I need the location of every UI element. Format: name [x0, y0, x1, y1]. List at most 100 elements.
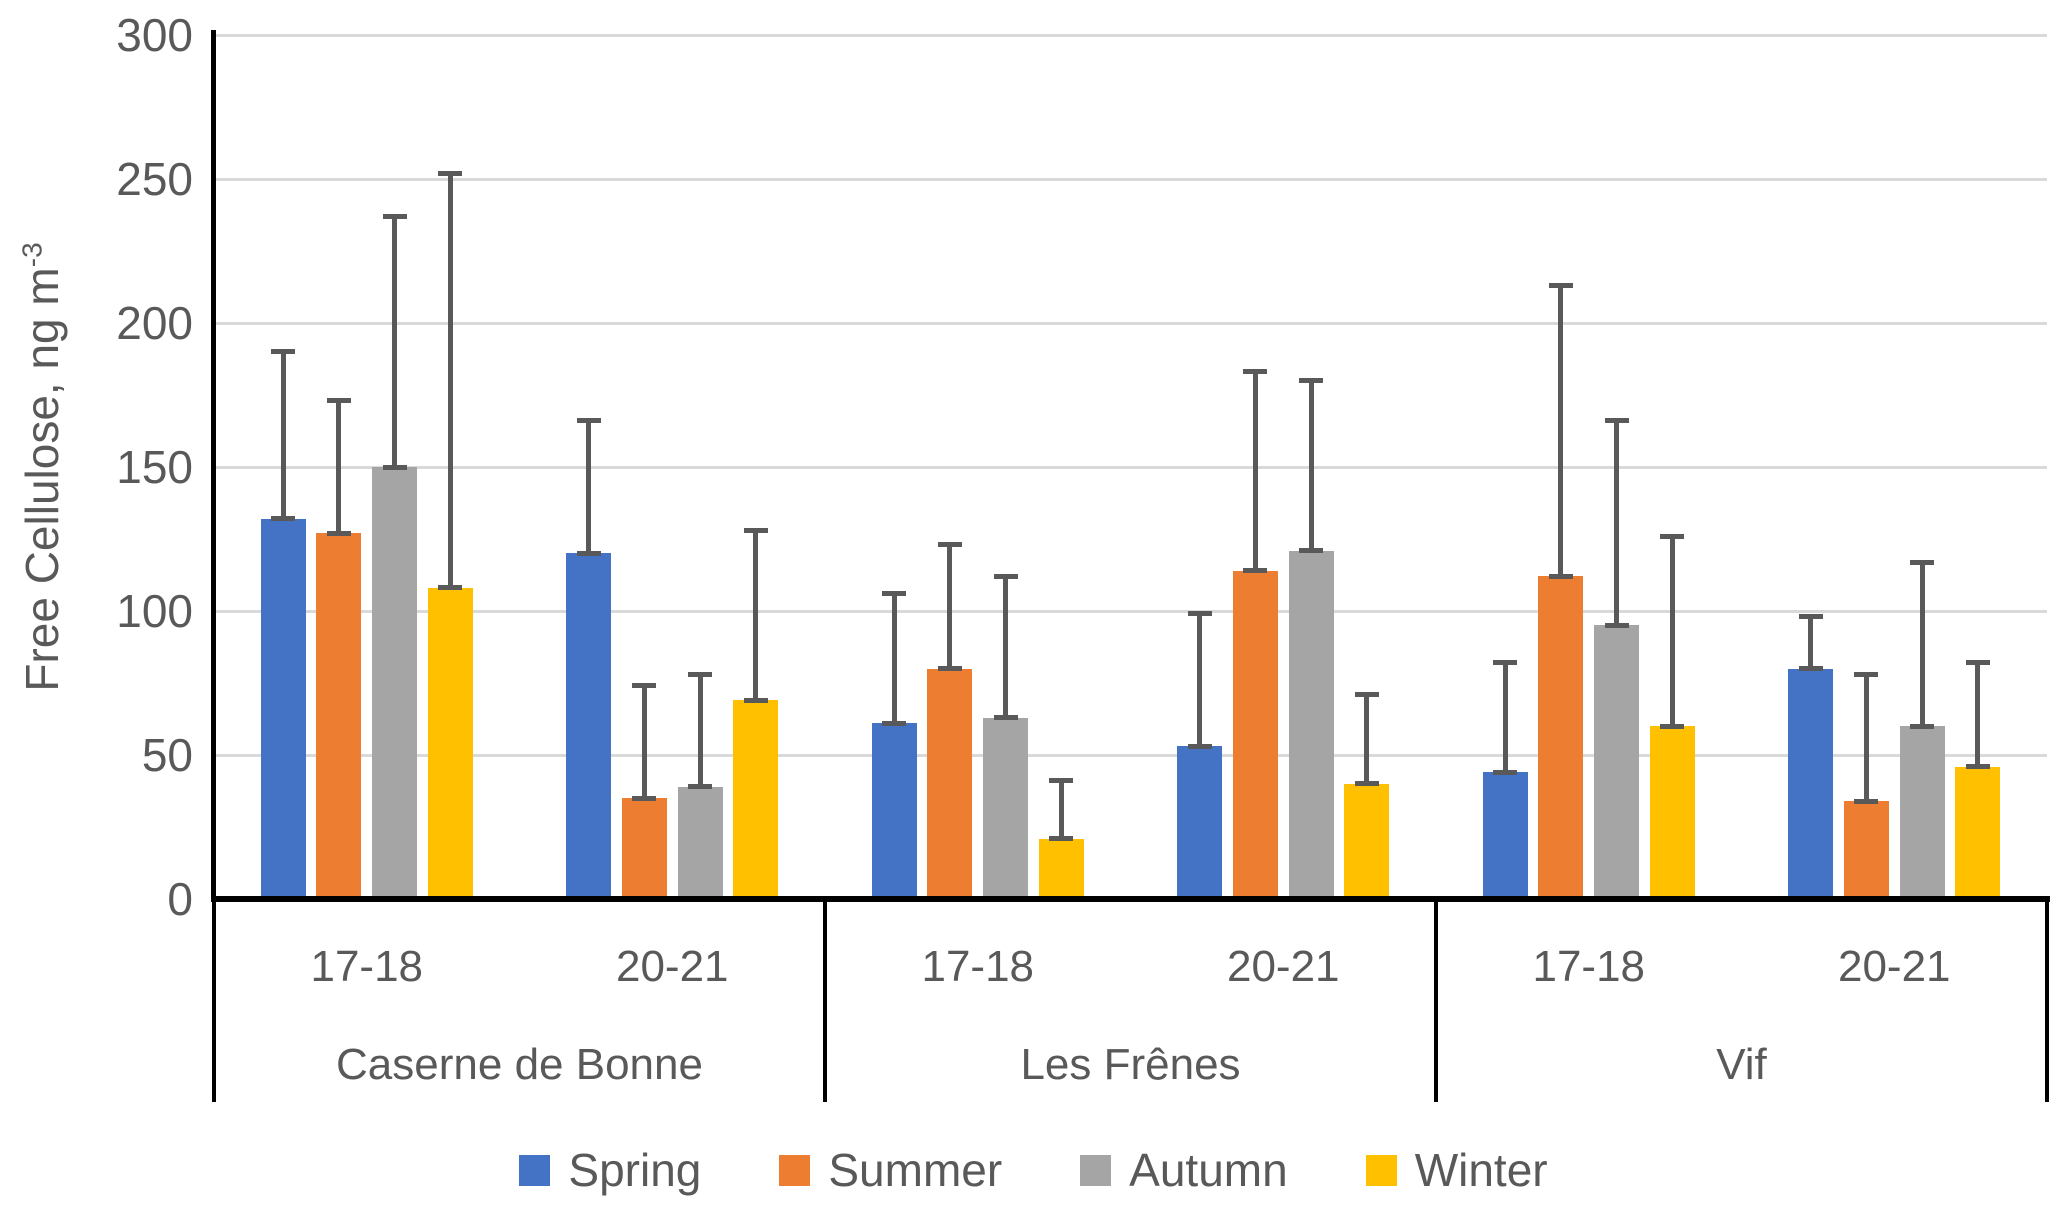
legend: Spring Summer Autumn Winter: [0, 1132, 2067, 1208]
error-bar-cap-bottom-autumn-group2: [688, 784, 713, 790]
error-bar-cap-bottom-spring-group2: [576, 550, 601, 556]
error-bar-cap-top-spring-group4: [1187, 611, 1212, 617]
legend-marker-autumn: [1080, 1154, 1112, 1186]
error-bar-cap-bottom-spring-group3: [882, 720, 907, 726]
error-bar-cap-top-winter-group3: [1049, 778, 1074, 784]
error-bar-cap-top-summer-group4: [1243, 369, 1268, 375]
legend-marker-winter: [1365, 1154, 1397, 1186]
error-bar-cap-top-autumn-group4: [1299, 378, 1324, 384]
error-bar-line-summer-group6: [1863, 674, 1869, 802]
y-tick-label-50: 50: [141, 729, 193, 781]
error-bar-line-summer-group2: [641, 685, 647, 799]
error-bar-cap-top-spring-group5: [1493, 660, 1518, 666]
error-bar-cap-bottom-autumn-group3: [993, 715, 1018, 721]
error-bar-line-summer-group5: [1558, 285, 1564, 577]
error-bar-cap-bottom-winter-group4: [1354, 781, 1379, 787]
error-bar-cap-bottom-winter-group1: [438, 585, 463, 591]
error-bar-cap-top-autumn-group2: [688, 671, 713, 677]
gridline-200: [214, 321, 2047, 325]
y-tick-label-300: 300: [116, 9, 193, 61]
bar-autumn-group4: [1288, 550, 1334, 899]
error-bar-cap-top-autumn-group6: [1910, 559, 1935, 565]
legend-label-summer: Summer: [828, 1144, 1003, 1196]
y-tick-label-0: 0: [167, 873, 193, 925]
error-bar-cap-bottom-spring-group1: [271, 516, 296, 522]
y-tick-label-100: 100: [116, 585, 193, 637]
location-label-1: Caserne de Bonne: [336, 1040, 703, 1089]
period-label-group4: 20-21: [1226, 942, 1340, 991]
legend-item-autumn: Autumn: [1080, 1143, 1288, 1197]
error-bar-line-spring-group1: [280, 351, 286, 519]
error-bar-cap-top-spring-group1: [271, 349, 296, 355]
error-bar-line-summer-group3: [947, 544, 953, 669]
error-bar-line-autumn-group1: [392, 216, 398, 467]
error-bar-cap-top-summer-group1: [326, 398, 351, 404]
x-axis-line: [211, 896, 2050, 902]
gridline-150: [214, 465, 2047, 469]
error-bar-cap-top-spring-group3: [882, 591, 907, 597]
error-bar-cap-bottom-summer-group1: [326, 530, 351, 536]
error-bar-line-autumn-group5: [1614, 420, 1620, 626]
error-bar-line-winter-group1: [447, 173, 453, 588]
error-bar-line-summer-group4: [1252, 371, 1258, 571]
error-bar-cap-top-autumn-group5: [1604, 418, 1629, 424]
error-bar-cap-top-spring-group6: [1798, 614, 1823, 620]
error-bar-cap-top-winter-group4: [1354, 692, 1379, 698]
error-bar-cap-bottom-autumn-group4: [1299, 548, 1324, 554]
bar-autumn-group5: [1594, 625, 1640, 899]
y-axis-line: [211, 30, 216, 902]
error-bar-cap-top-summer-group5: [1548, 283, 1573, 289]
period-label-group5: 17-18: [1532, 942, 1646, 991]
error-bar-line-spring-group2: [586, 420, 592, 554]
error-bar-line-winter-group4: [1364, 694, 1370, 784]
legend-label-winter: Winter: [1414, 1144, 1548, 1196]
legend-marker-summer: [779, 1154, 811, 1186]
error-bar-line-winter-group3: [1058, 780, 1064, 839]
bar-summer-group4: [1232, 570, 1278, 899]
bar-summer-group6: [1843, 801, 1889, 899]
period-label-group1: 17-18: [310, 942, 424, 991]
bar-spring-group3: [871, 723, 917, 899]
legend-item-summer: Summer: [779, 1143, 1002, 1197]
bar-summer-group3: [927, 668, 973, 899]
error-bar-cap-bottom-winter-group3: [1049, 836, 1074, 842]
error-bar-cap-bottom-spring-group4: [1187, 743, 1212, 749]
bar-spring-group6: [1788, 668, 1834, 899]
error-bar-cap-bottom-autumn-group6: [1910, 723, 1935, 729]
bar-spring-group2: [566, 553, 612, 899]
legend-item-spring: Spring: [519, 1143, 701, 1197]
legend-label-autumn: Autumn: [1129, 1144, 1288, 1196]
error-bar-cap-top-winter-group6: [1965, 660, 1990, 666]
bar-autumn-group3: [983, 717, 1029, 899]
error-bar-line-autumn-group3: [1003, 576, 1009, 718]
error-bar-cap-top-summer-group2: [632, 683, 657, 689]
bar-winter-group5: [1649, 726, 1695, 899]
y-tick-label-250: 250: [116, 153, 193, 205]
gridline-250: [214, 177, 2047, 181]
error-bar-cap-bottom-winter-group5: [1660, 723, 1685, 729]
location-label-3: Vif: [1716, 1040, 1767, 1089]
error-bar-line-winter-group6: [1975, 662, 1981, 767]
error-bar-cap-bottom-winter-group2: [743, 697, 768, 703]
bar-spring-group1: [260, 518, 306, 899]
error-bar-line-autumn-group4: [1308, 380, 1314, 551]
y-axis-title-superscript: -3: [16, 242, 48, 268]
error-bar-line-winter-group2: [753, 530, 759, 701]
bar-summer-group2: [621, 798, 667, 899]
error-bar-cap-bottom-summer-group6: [1854, 798, 1879, 804]
bar-spring-group4: [1177, 746, 1223, 899]
gridline-300: [214, 33, 2047, 37]
error-bar-line-winter-group5: [1669, 536, 1675, 727]
error-bar-cap-top-summer-group6: [1854, 671, 1879, 677]
bar-winter-group6: [1955, 766, 2001, 899]
category-box-divider-3: [2045, 899, 2049, 1102]
error-bar-cap-top-autumn-group3: [993, 573, 1018, 579]
error-bar-cap-bottom-spring-group5: [1493, 769, 1518, 775]
gridline-100: [214, 609, 2047, 613]
error-bar-cap-top-winter-group5: [1660, 533, 1685, 539]
error-bar-line-spring-group3: [891, 593, 897, 724]
bar-summer-group1: [316, 533, 362, 899]
error-bar-cap-bottom-winter-group6: [1965, 764, 1990, 770]
